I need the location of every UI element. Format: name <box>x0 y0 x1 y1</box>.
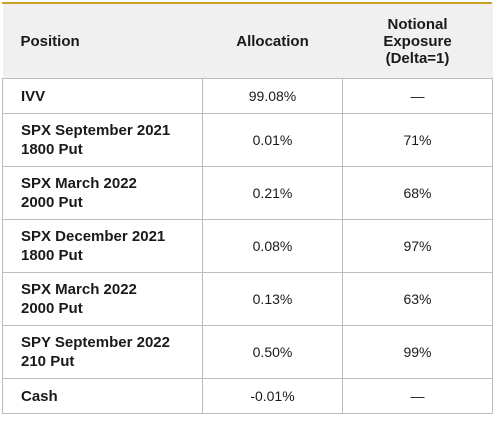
position-line-1: IVV <box>21 87 46 105</box>
row-exposure: 99% <box>342 325 493 379</box>
header-row: Position Allocation Notional Exposure (D… <box>2 4 493 79</box>
header-exposure-line-3: (Delta=1) <box>385 49 450 67</box>
row-position: SPX March 2022 2000 Put <box>2 272 203 326</box>
position-line-1: SPY September 2022 <box>21 334 170 351</box>
table-row: SPX December 2021 1800 Put 0.08% 97% <box>2 219 493 273</box>
header-notional-exposure: Notional Exposure (Delta=1) <box>343 4 493 79</box>
header-position: Position <box>20 32 80 50</box>
table-row: SPY September 2022 210 Put 0.50% 99% <box>2 325 493 379</box>
position-line-2: 210 Put <box>21 353 75 370</box>
position-line-1: SPX December 2021 <box>21 228 166 245</box>
row-exposure: 68% <box>342 166 493 220</box>
position-line-1: SPX March 2022 <box>21 281 137 298</box>
row-allocation: 0.21% <box>202 166 343 220</box>
positions-table: Position Allocation Notional Exposure (D… <box>2 4 493 414</box>
table-row: IVV 99.08% — <box>2 78 493 114</box>
position-line-1: Cash <box>21 387 58 405</box>
row-position: IVV <box>2 78 203 114</box>
header-exposure-line-2: Exposure <box>383 32 452 50</box>
table-top-rule <box>2 2 492 416</box>
position-line-2: 1800 Put <box>21 141 83 158</box>
row-position: Cash <box>2 378 203 414</box>
row-position: SPX September 2021 1800 Put <box>2 113 203 167</box>
row-exposure: — <box>342 78 493 114</box>
row-allocation: 99.08% <box>202 78 343 114</box>
row-exposure: 71% <box>342 113 493 167</box>
row-allocation: 0.08% <box>202 219 343 273</box>
table-row: SPX March 2022 2000 Put 0.13% 63% <box>2 272 493 326</box>
header-allocation: Allocation <box>236 32 309 50</box>
row-position: SPX December 2021 1800 Put <box>2 219 203 273</box>
row-exposure: 97% <box>342 219 493 273</box>
row-allocation: 0.13% <box>202 272 343 326</box>
position-line-2: 1800 Put <box>21 247 83 264</box>
position-line-1: SPX March 2022 <box>21 175 137 192</box>
header-exposure-line-1: Notional <box>387 15 448 33</box>
row-allocation: 0.01% <box>202 113 343 167</box>
table-row: SPX September 2021 1800 Put 0.01% 71% <box>2 113 493 167</box>
table-header: Position Allocation Notional Exposure (D… <box>2 4 493 79</box>
row-allocation: 0.50% <box>202 325 343 379</box>
row-position: SPX March 2022 2000 Put <box>2 166 203 220</box>
row-allocation: -0.01% <box>202 378 343 414</box>
row-exposure: 63% <box>342 272 493 326</box>
table-body: IVV 99.08% — SPX September 2021 1800 Put… <box>2 78 493 414</box>
table-row: Cash -0.01% — <box>2 378 493 414</box>
row-position: SPY September 2022 210 Put <box>2 325 203 379</box>
row-exposure: — <box>342 378 493 414</box>
position-line-1: SPX September 2021 <box>21 122 171 139</box>
position-line-2: 2000 Put <box>21 300 83 317</box>
table-row: SPX March 2022 2000 Put 0.21% 68% <box>2 166 493 220</box>
position-line-2: 2000 Put <box>21 194 83 211</box>
